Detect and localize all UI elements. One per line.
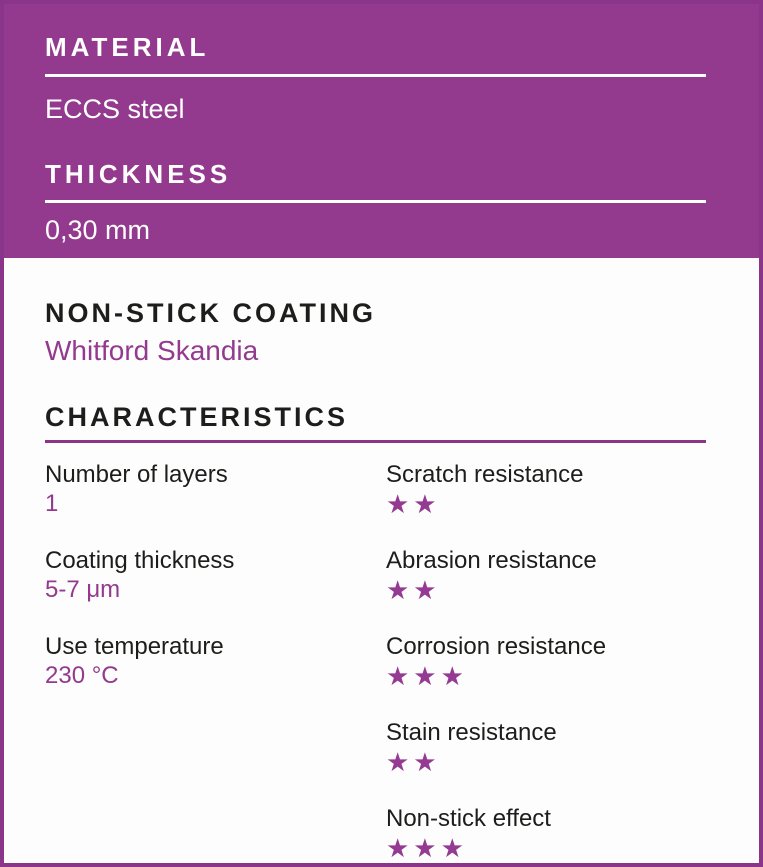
star-rating: ★★: [386, 489, 441, 519]
thickness-divider: [45, 200, 706, 203]
thickness-value: 0,30 mm: [45, 215, 151, 245]
star-rating: ★★: [386, 575, 441, 605]
char-label: Corrosion resistance: [386, 633, 607, 660]
char-label: Number of layers: [45, 461, 228, 488]
char-label: Scratch resistance: [386, 461, 584, 488]
char-coating-thickness: Coating thickness 5-7 μm: [45, 546, 386, 605]
characteristics-right-column: Scratch resistance ★★ Abrasion resistanc…: [386, 460, 706, 863]
star-rating: ★★★: [386, 833, 468, 863]
char-label: Coating thickness: [45, 547, 235, 574]
char-label: Use temperature: [45, 633, 224, 660]
characteristics-divider: [45, 440, 706, 443]
characteristics-columns: Number of layers 1 Coating thickness 5-7…: [45, 460, 706, 863]
thickness-field: THICKNESS 0,30 mm: [45, 160, 706, 245]
star-rating: ★★: [386, 747, 441, 777]
material-field: MATERIAL ECCS steel: [45, 33, 706, 124]
characteristics-title: CHARACTERISTICS: [45, 402, 349, 432]
char-corrosion-resistance: Corrosion resistance ★★★: [386, 632, 706, 691]
thickness-label: THICKNESS: [45, 159, 232, 189]
material-value: ECCS steel: [45, 94, 185, 124]
coating-details-panel: NON-STICK COATING Whitford Skandia CHARA…: [4, 258, 759, 863]
char-use-temperature: Use temperature 230 °C: [45, 632, 386, 691]
char-non-stick-effect: Non-stick effect ★★★: [386, 804, 706, 863]
material-header-panel: MATERIAL ECCS steel THICKNESS 0,30 mm: [4, 4, 759, 258]
char-value: 5-7 μm: [45, 576, 121, 603]
coating-section-title: NON-STICK COATING: [45, 298, 376, 328]
char-abrasion-resistance: Abrasion resistance ★★: [386, 546, 706, 605]
char-label: Stain resistance: [386, 719, 557, 746]
char-stain-resistance: Stain resistance ★★: [386, 718, 706, 777]
char-value: 230 °C: [45, 662, 119, 689]
coating-brand-name: Whitford Skandia: [45, 335, 259, 366]
char-number-of-layers: Number of layers 1: [45, 460, 386, 519]
char-value: 1: [45, 490, 59, 517]
material-label: MATERIAL: [45, 32, 210, 62]
material-divider: [45, 74, 706, 77]
char-scratch-resistance: Scratch resistance ★★: [386, 460, 706, 519]
char-label: Non-stick effect: [386, 805, 551, 832]
characteristics-left-column: Number of layers 1 Coating thickness 5-7…: [45, 460, 386, 863]
char-label: Abrasion resistance: [386, 547, 597, 574]
star-rating: ★★★: [386, 661, 468, 691]
